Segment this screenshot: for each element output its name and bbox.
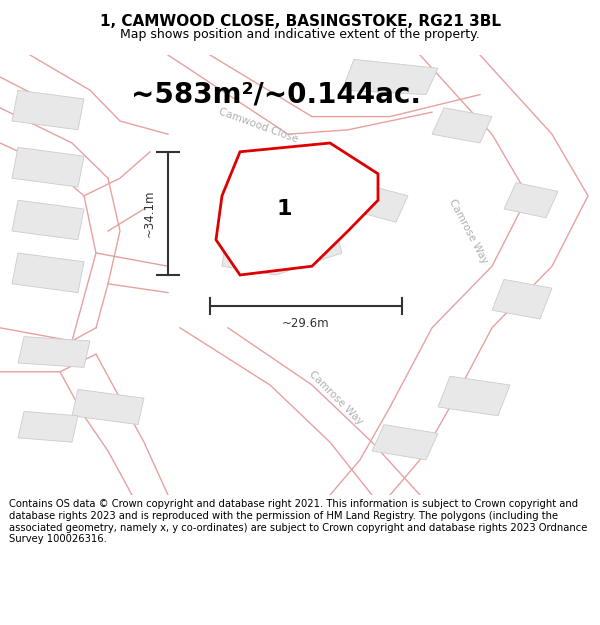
Polygon shape [12,253,84,292]
Polygon shape [330,178,408,222]
Polygon shape [372,424,438,460]
Text: Camwood Close: Camwood Close [217,106,299,144]
Text: 1, CAMWOOD CLOSE, BASINGSTOKE, RG21 3BL: 1, CAMWOOD CLOSE, BASINGSTOKE, RG21 3BL [100,14,500,29]
Polygon shape [18,337,90,367]
Polygon shape [504,182,558,218]
Polygon shape [432,107,492,143]
Polygon shape [222,209,342,275]
Polygon shape [216,143,378,275]
Text: Camrose Way: Camrose Way [447,197,489,265]
Text: ~34.1m: ~34.1m [143,189,156,237]
Polygon shape [12,200,84,240]
Polygon shape [18,411,78,442]
Polygon shape [72,389,144,424]
Polygon shape [438,376,510,416]
Text: ~29.6m: ~29.6m [282,317,330,330]
Polygon shape [492,279,552,319]
Polygon shape [12,148,84,187]
Polygon shape [12,90,84,130]
Text: ~583m²/~0.144ac.: ~583m²/~0.144ac. [131,81,421,109]
Text: Map shows position and indicative extent of the property.: Map shows position and indicative extent… [120,28,480,41]
Text: Camrose Way: Camrose Way [307,369,365,427]
Polygon shape [342,59,438,94]
Text: 1: 1 [276,199,292,219]
Text: Contains OS data © Crown copyright and database right 2021. This information is : Contains OS data © Crown copyright and d… [9,499,587,544]
